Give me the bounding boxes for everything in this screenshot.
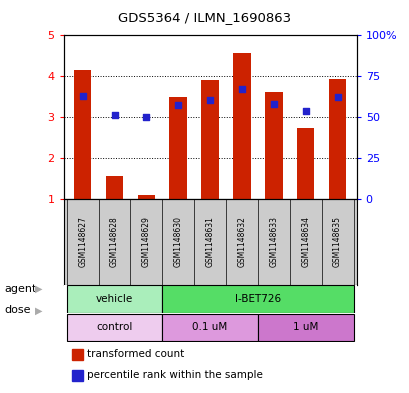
Bar [201,80,218,198]
Bar [106,176,123,198]
Bar [137,195,155,198]
Text: I-BET726: I-BET726 [234,294,280,304]
Text: 1 uM: 1 uM [292,323,318,332]
Bar [72,349,82,360]
Text: control: control [96,323,133,332]
Point [238,86,245,92]
Text: GSM1148631: GSM1148631 [205,216,214,267]
Point [175,101,181,108]
Text: GSM1148629: GSM1148629 [142,216,151,267]
Text: ▶: ▶ [35,284,43,294]
Point [333,94,340,101]
Bar [162,314,257,341]
Point [79,93,86,99]
Text: GSM1148634: GSM1148634 [301,216,310,267]
Point [111,112,117,118]
Bar [67,285,162,313]
Text: GSM1148628: GSM1148628 [110,216,119,267]
Bar [296,129,314,198]
Bar [233,53,250,198]
Point [143,114,149,120]
Text: GSM1148627: GSM1148627 [78,216,87,267]
Point [206,97,213,103]
Bar [265,92,282,198]
Bar [72,370,82,380]
Bar [67,314,162,341]
Text: GSM1148633: GSM1148633 [269,216,278,267]
Text: transformed count: transformed count [87,349,184,360]
Text: percentile rank within the sample: percentile rank within the sample [87,370,262,380]
Bar [162,285,353,313]
Text: GSM1148632: GSM1148632 [237,216,246,267]
Bar [257,314,353,341]
Text: ▶: ▶ [35,305,43,316]
Bar [328,79,346,198]
Text: GSM1148630: GSM1148630 [173,216,182,267]
Text: agent: agent [4,284,36,294]
Point [302,108,308,114]
Text: vehicle: vehicle [96,294,133,304]
Text: 0.1 uM: 0.1 uM [192,323,227,332]
Bar [74,70,91,198]
Text: GDS5364 / ILMN_1690863: GDS5364 / ILMN_1690863 [118,11,291,24]
Text: GSM1148635: GSM1148635 [332,216,341,267]
Text: dose: dose [4,305,31,316]
Point [270,101,276,107]
Bar [169,97,187,198]
